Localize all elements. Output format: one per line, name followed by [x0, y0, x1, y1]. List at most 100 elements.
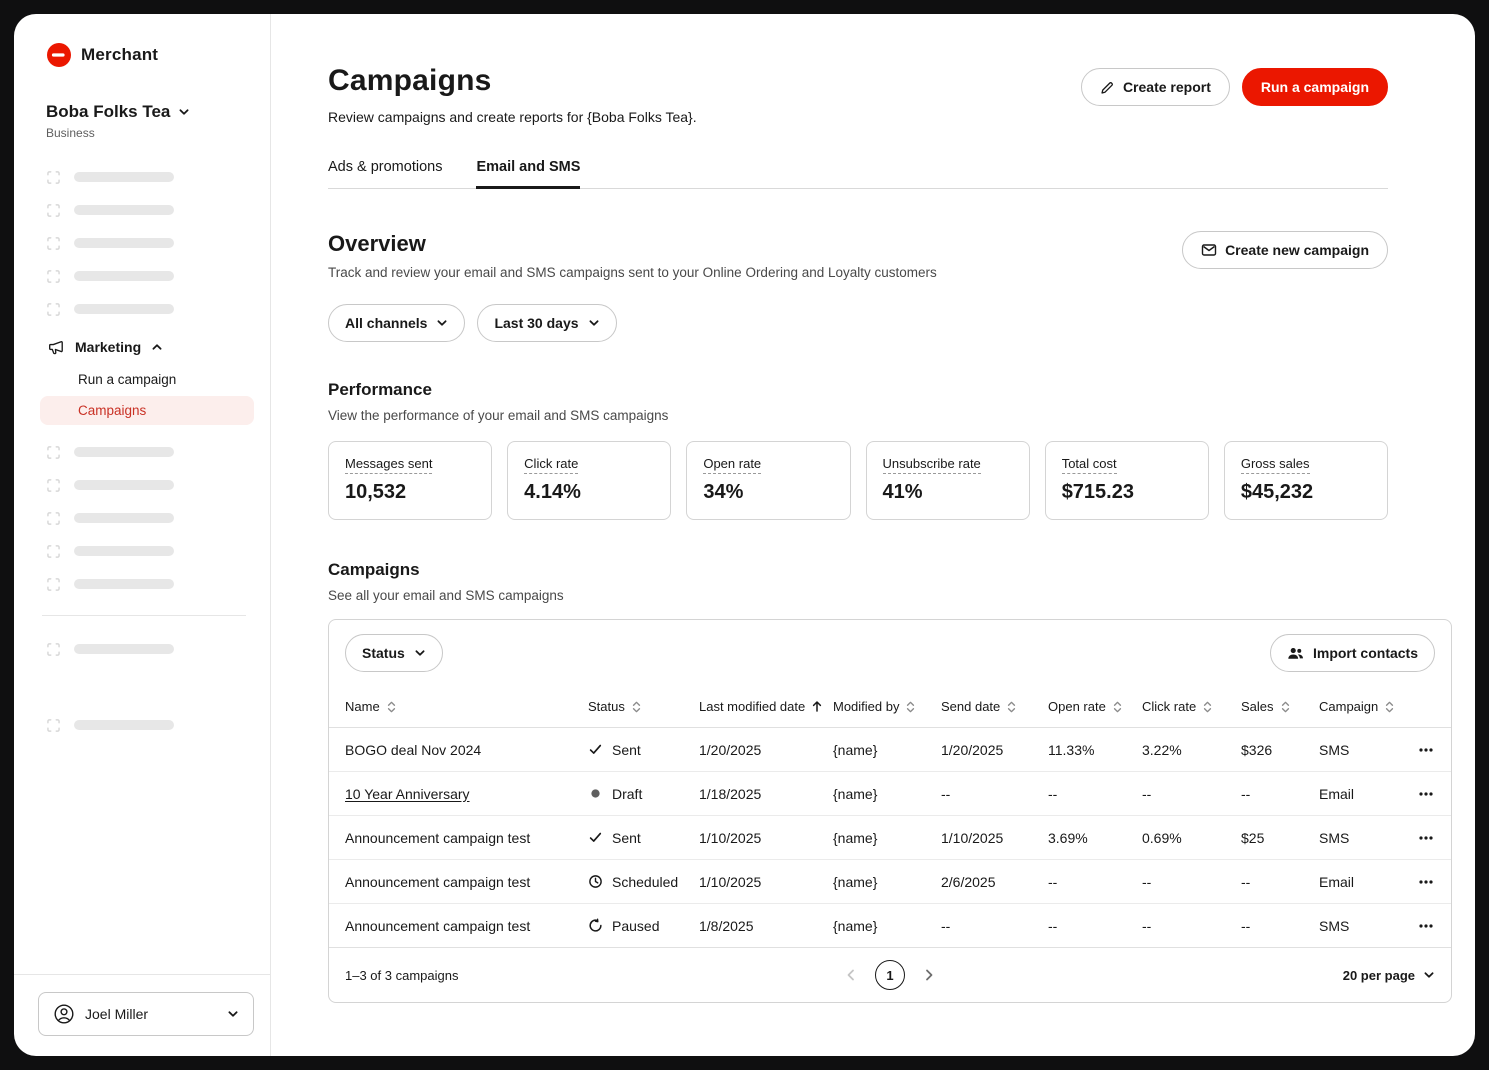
row-menu-button[interactable] [1395, 741, 1435, 759]
campaign-name[interactable]: 10 Year Anniversary [345, 785, 470, 802]
skeleton-bar [74, 238, 174, 248]
sidebar-skeleton-item [40, 441, 254, 463]
create-new-campaign-button[interactable]: Create new campaign [1182, 231, 1388, 269]
campaigns-subtitle: See all your email and SMS campaigns [328, 588, 564, 603]
table-row: BOGO deal Nov 2024 Sent 1/20/2025 {name} 1/2… [329, 728, 1451, 772]
campaign-status: Scheduled [588, 874, 699, 890]
row-menu-button[interactable] [1395, 785, 1435, 803]
table-footer: 1–3 of 3 campaigns 1 20 per page [329, 948, 1451, 1002]
status-filter-dropdown[interactable]: Status [345, 634, 443, 672]
column-header-sales[interactable]: Sales [1241, 699, 1319, 714]
tab-ads-promotions[interactable]: Ads & promotions [328, 159, 443, 175]
channel-filter-dropdown[interactable]: All channels [328, 304, 466, 342]
open-rate: -- [1048, 917, 1058, 934]
open-rate: 11.33% [1048, 741, 1095, 758]
column-header-name[interactable]: Name [345, 699, 588, 714]
metric-card-total-cost: Total cost $715.23 [1044, 441, 1209, 520]
business-selector[interactable]: Boba Folks Tea Business [14, 102, 270, 140]
campaigns-section: Campaigns See all your email and SMS cam… [328, 560, 1452, 1003]
sidebar-item-run-a-campaign[interactable]: Run a campaign [40, 365, 254, 394]
column-header-last-modified-date[interactable]: Last modified date [699, 699, 833, 714]
sort-icon [1280, 701, 1291, 713]
previous-page-button[interactable] [844, 968, 858, 982]
metric-label[interactable]: Unsubscribe rate [882, 456, 981, 474]
campaign-status: Sent [588, 742, 699, 758]
column-header-modified-by[interactable]: Modified by [833, 699, 941, 714]
merchant-logo: Merchant [14, 42, 270, 68]
open-rate: 3.69% [1048, 829, 1088, 846]
metric-label[interactable]: Click rate [524, 456, 579, 474]
date-range-filter-dropdown[interactable]: Last 30 days [477, 304, 617, 342]
send-date: 1/10/2025 [941, 829, 1004, 846]
column-header-send-date[interactable]: Send date [941, 699, 1048, 714]
sort-icon [1112, 701, 1123, 713]
filter-row: All channels Last 30 days [328, 304, 1452, 342]
import-contacts-button[interactable]: Import contacts [1269, 634, 1435, 672]
per-page-selector[interactable]: 20 per page [1343, 968, 1435, 983]
performance-metrics: Messages sent 10,532 Click rate 4.14% Open r… [328, 441, 1389, 520]
sidebar-skeleton-item [40, 714, 254, 736]
sidebar-skeleton-group [40, 638, 254, 660]
sidebar-item-marketing[interactable]: Marketing [40, 331, 254, 363]
business-type-label: Business [46, 126, 95, 140]
metric-value: $45,232 [1240, 481, 1314, 503]
run-a-campaign-button[interactable]: Run a campaign [1241, 68, 1388, 106]
metric-label[interactable]: Messages sent [345, 456, 433, 474]
campaign-name: Announcement campaign test [345, 829, 531, 846]
table-row: 10 Year Anniversary Draft 1/18/2025 {name} -… [329, 772, 1451, 816]
status-sent-icon [588, 742, 603, 757]
three-dots-icon [1417, 785, 1435, 803]
user-menu[interactable]: Joel Miller [38, 992, 254, 1036]
create-report-button[interactable]: Create report [1080, 68, 1230, 106]
skeleton-bar [74, 579, 174, 589]
current-page-indicator[interactable]: 1 [875, 960, 905, 990]
placeholder-icon [47, 511, 60, 525]
send-date: 1/20/2025 [941, 741, 1004, 758]
send-date: 2/6/2025 [941, 873, 996, 890]
row-menu-button[interactable] [1395, 917, 1435, 935]
performance-section: Performance View the performance of your… [328, 380, 1452, 520]
sidebar-skeleton-group [40, 166, 254, 320]
main-content: Campaigns Review campaigns and create re… [271, 14, 1475, 1056]
sidebar-skeleton-item [40, 540, 254, 562]
skeleton-bar [74, 513, 174, 523]
campaign-type: Email [1319, 785, 1355, 802]
chevron-down-icon [414, 647, 426, 659]
sidebar-skeleton-item [40, 265, 254, 287]
table-row: Announcement campaign test Scheduled 1/10/… [329, 860, 1451, 904]
metric-label[interactable]: Gross sales [1240, 456, 1310, 474]
column-header-open-rate[interactable]: Open rate [1048, 699, 1142, 714]
sort-icon [905, 701, 916, 713]
last-modified-date: 1/10/2025 [699, 829, 762, 846]
status-draft-icon [588, 786, 603, 801]
modified-by: {name} [833, 917, 878, 934]
next-page-button[interactable] [922, 968, 936, 982]
row-menu-button[interactable] [1395, 873, 1435, 891]
sort-icon [1384, 701, 1395, 713]
placeholder-icon [47, 577, 60, 591]
sidebar-item-label: Campaigns [78, 403, 147, 418]
column-header-click-rate[interactable]: Click rate [1142, 699, 1241, 714]
metric-label[interactable]: Total cost [1061, 456, 1117, 474]
sort-ascending-icon [811, 700, 823, 713]
column-header-status[interactable]: Status [588, 699, 699, 714]
skeleton-bar [74, 205, 174, 215]
column-header-campaign[interactable]: Campaign [1319, 699, 1395, 714]
placeholder-icon [47, 269, 60, 283]
row-menu-button[interactable] [1395, 829, 1435, 847]
three-dots-icon [1417, 829, 1435, 847]
sidebar-skeleton-item [40, 232, 254, 254]
performance-title: Performance [328, 380, 432, 399]
page-title: Campaigns [328, 64, 492, 97]
sidebar-item-campaigns[interactable]: Campaigns [40, 396, 254, 425]
campaigns-title: Campaigns [328, 560, 420, 579]
user-name: Joel Miller [85, 1006, 149, 1022]
sales: -- [1241, 917, 1251, 934]
last-modified-date: 1/20/2025 [699, 741, 762, 758]
sidebar-divider [42, 615, 246, 616]
sort-icon [386, 701, 397, 713]
metric-label[interactable]: Open rate [703, 456, 762, 474]
placeholder-icon [47, 203, 60, 217]
tab-email-and-sms[interactable]: Email and SMS [476, 159, 581, 189]
metric-card-unsubscribe-rate: Unsubscribe rate 41% [865, 441, 1030, 520]
